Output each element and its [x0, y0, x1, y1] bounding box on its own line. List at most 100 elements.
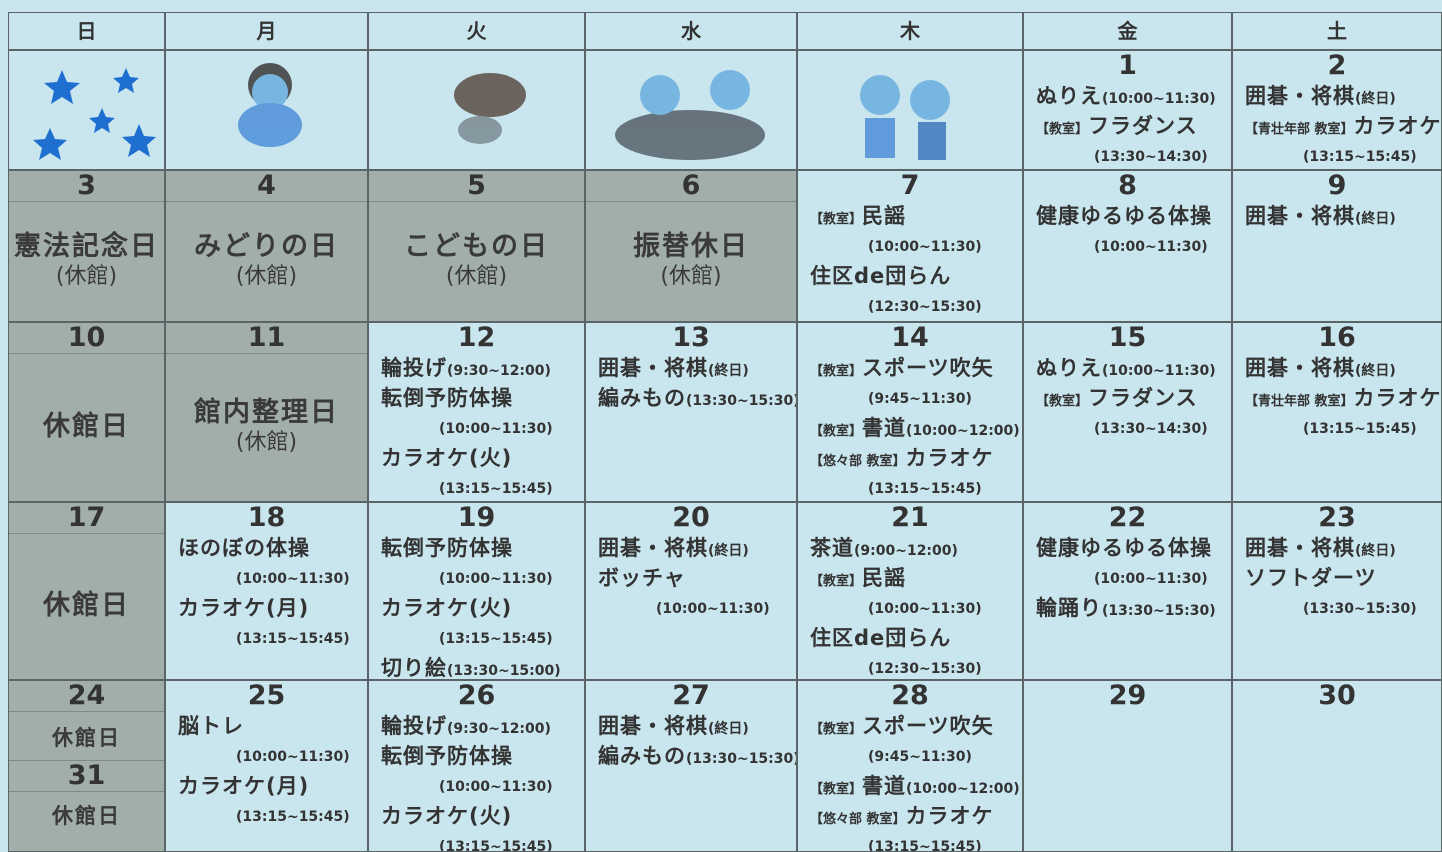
activity-time: (10:00~11:30) [656, 601, 770, 617]
holiday-name: 憲法記念日 [14, 231, 159, 262]
activity: (9:45~11:30) [798, 383, 1022, 413]
day-cell: 17 休館日 [8, 502, 165, 680]
weekday: 金 [1117, 19, 1138, 43]
weekday-cell: 木 [797, 12, 1023, 50]
activity-time: (10:00~11:30) [1094, 571, 1208, 587]
day-cell: 8 健康ゆるゆる体操 (10:00~11:30) [1023, 170, 1232, 322]
activity-time: (13:15~15:45) [439, 839, 553, 852]
activity-name: 民謡 [862, 566, 907, 590]
closed-note: (休館) [55, 264, 118, 289]
activity: 住区de団らん [798, 623, 1022, 653]
activity: (10:00~11:30) [1024, 563, 1231, 593]
activity: ぬりえ(10:00~11:30) [1024, 353, 1231, 383]
activity-name: フラダンス [1088, 114, 1198, 138]
activity: (13:15~15:45) [798, 831, 1022, 852]
holiday-name: 休館日 [52, 726, 121, 750]
activity-time: (終日) [1355, 211, 1396, 227]
date: 9 [1327, 170, 1347, 201]
activity: (13:15~15:45) [1233, 141, 1441, 169]
day-cell: 16 囲碁・将棋(終日) 【青壮年部 教室】カラオケ (13:15~15:45) [1232, 322, 1442, 502]
activity: カラオケ(火) [369, 801, 584, 831]
date: 2 [1327, 50, 1347, 81]
activity-time: (10:00~11:30) [1094, 239, 1208, 255]
activity: 【教室】民謡 [798, 563, 1022, 593]
activity-time: (9:00~12:00) [854, 543, 958, 559]
activity-time: (13:30~15:30) [686, 393, 797, 409]
day-cell: 27 囲碁・将棋(終日) 編みもの(13:30~15:30) [585, 680, 797, 852]
date: 5 [369, 171, 584, 202]
day-cell: 10 休館日 [8, 322, 165, 502]
activity-time: (13:30~15:30) [1102, 603, 1216, 619]
activity-name: ソフトダーツ [1245, 566, 1377, 590]
activity: 住区de団らん [798, 261, 1022, 291]
activity: (13:30~15:30) [1233, 593, 1441, 623]
activity-name: カラオケ [905, 446, 994, 470]
activity-name: 囲碁・将棋 [598, 714, 708, 738]
activity-name: 転倒予防体操 [381, 386, 513, 410]
activity-tag: 【青壮年部 教室】 [1245, 394, 1354, 409]
day-cell: 1 ぬりえ(10:00~11:30) 【教室】フラダンス (13:30~14:30) [1023, 50, 1232, 170]
activity-time: (13:30~15:30) [1303, 601, 1417, 617]
date: 28 [891, 680, 929, 711]
activity-time: (9:30~12:00) [447, 721, 551, 737]
activity-name: カラオケ(火) [381, 804, 513, 828]
activity-time: (10:00~11:30) [439, 779, 553, 795]
closed-notice: 休館日 [9, 792, 164, 840]
date: 16 [1318, 322, 1356, 353]
activity-time: (終日) [1355, 543, 1396, 559]
activity-tag: 【悠々部 教室】 [810, 454, 906, 469]
activity: (10:00~11:30) [369, 771, 584, 801]
day-cell: 9 囲碁・将棋(終日) [1232, 170, 1442, 322]
activity-time: (終日) [708, 721, 749, 737]
activity-name: 切り絵 [381, 656, 447, 680]
weekday: 木 [900, 19, 920, 43]
weekday: 日 [76, 19, 97, 43]
activity: 囲碁・将棋(終日) [1233, 533, 1441, 563]
date: 23 [1318, 502, 1356, 533]
activity: 【青壮年部 教室】カラオケ [1233, 111, 1441, 141]
activity-name: 書道 [862, 416, 907, 440]
activity: 【教室】民謡 [798, 201, 1022, 231]
date: 10 [9, 323, 164, 354]
day-cell: 21 茶道(9:00~12:00) 【教室】民謡 (10:00~11:30) 住区de団… [797, 502, 1023, 680]
holiday-name: みどりの日 [194, 231, 339, 262]
activity-name: 住区de団らん [810, 264, 952, 288]
date: 26 [457, 680, 496, 711]
activity: 囲碁・将棋(終日) [586, 533, 796, 563]
activity: 【教室】フラダンス [1024, 383, 1231, 413]
activity-time: (13:15~15:45) [439, 481, 553, 497]
activity-time: (13:15~15:45) [236, 809, 350, 825]
date: 24 [9, 681, 164, 712]
activity: (13:30~14:30) [1024, 413, 1231, 443]
holiday-name: 休館日 [52, 804, 121, 828]
activity-tag: 【教室】 [810, 364, 863, 379]
activity: 健康ゆるゆる体操 [1024, 201, 1231, 231]
day-cell: 25 脳トレ (10:00~11:30) カラオケ(月) (13:15~15:45) [165, 680, 368, 852]
activity-time: (10:00~11:30) [236, 749, 350, 765]
day-cell: 23 囲碁・将棋(終日) ソフトダーツ (13:30~15:30) [1232, 502, 1442, 680]
activity-name: カラオケ [1353, 114, 1442, 138]
date: 8 [1118, 170, 1137, 201]
activity-name: 囲碁・将棋 [1245, 84, 1355, 108]
day-cell: 13 囲碁・将棋(終日) 編みもの(13:30~15:30) [585, 322, 797, 502]
closed-note: (休館) [445, 264, 508, 289]
date: 19 [457, 502, 496, 533]
date: 7 [900, 170, 920, 201]
closed-notice: 休館日 [9, 712, 164, 760]
activity-name: 民謡 [862, 204, 907, 228]
activity-name: フラダンス [1088, 386, 1198, 410]
activity: (13:30~14:30) [1024, 141, 1231, 169]
activity-name: ぬりえ [1036, 356, 1102, 380]
activity: 【教室】スポーツ吹矢 [798, 353, 1022, 383]
activity-time: (13:15~15:45) [868, 839, 982, 852]
activity: 囲碁・将棋(終日) [1233, 353, 1441, 383]
date: 21 [891, 502, 929, 533]
day-cell [368, 50, 585, 170]
activity-time: (終日) [708, 363, 749, 379]
date: 18 [247, 502, 286, 533]
holiday-name: 振替休日 [633, 231, 749, 262]
weekday: 土 [1327, 19, 1347, 43]
activity: (13:15~15:45) [166, 801, 367, 831]
activity: (10:00~11:30) [369, 413, 584, 443]
